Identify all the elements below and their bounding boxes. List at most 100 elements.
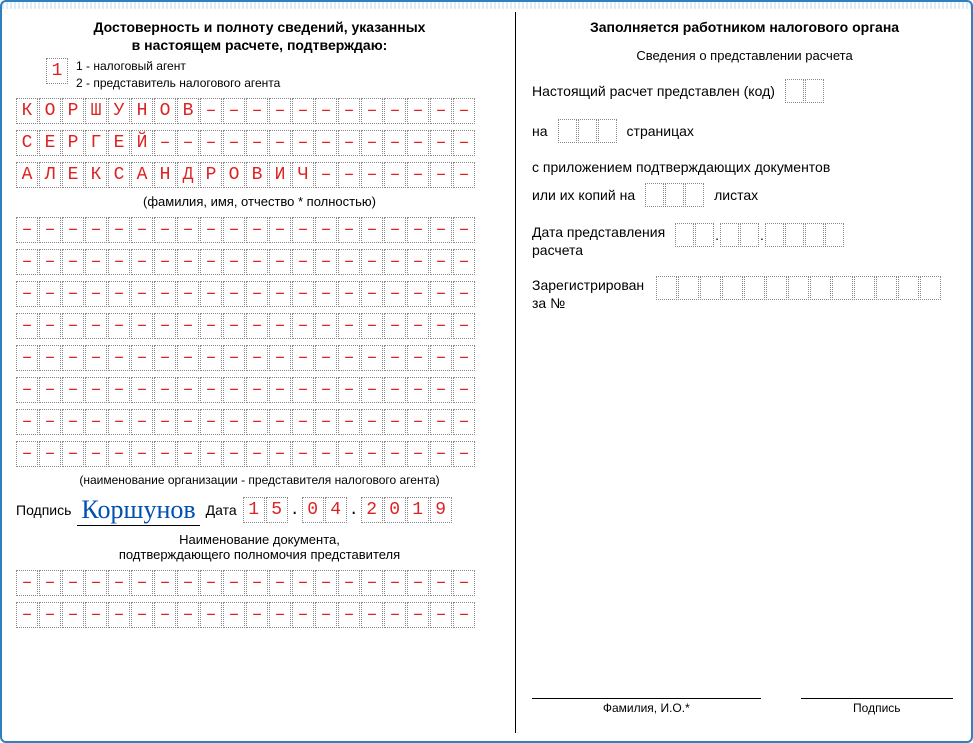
cell[interactable]: Г xyxy=(85,130,107,156)
cell[interactable]: – xyxy=(177,377,199,403)
cell[interactable]: – xyxy=(154,130,176,156)
cell[interactable]: О xyxy=(223,162,245,188)
cell[interactable]: – xyxy=(338,249,360,275)
cell[interactable]: – xyxy=(39,217,61,243)
cell[interactable]: – xyxy=(361,570,383,596)
date-cell[interactable]: 4 xyxy=(325,497,347,523)
cell[interactable]: – xyxy=(315,570,337,596)
agent-code-cell[interactable]: 1 xyxy=(46,58,68,84)
cell[interactable]: – xyxy=(338,217,360,243)
cell[interactable]: – xyxy=(246,313,268,339)
cell[interactable]: – xyxy=(453,602,475,628)
cell[interactable]: – xyxy=(200,98,222,124)
cell[interactable]: Ш xyxy=(85,98,107,124)
cell[interactable] xyxy=(700,276,721,300)
cell[interactable]: – xyxy=(177,130,199,156)
cell[interactable]: – xyxy=(200,409,222,435)
cell[interactable]: – xyxy=(200,345,222,371)
cell[interactable]: – xyxy=(430,313,452,339)
cell[interactable]: – xyxy=(315,441,337,467)
cell[interactable]: – xyxy=(246,602,268,628)
cell-row[interactable]: –––––––––––––––––––– xyxy=(16,570,503,596)
cell[interactable]: Н xyxy=(154,162,176,188)
cell[interactable]: – xyxy=(384,313,406,339)
cell[interactable]: – xyxy=(62,217,84,243)
cell[interactable] xyxy=(810,276,831,300)
cell[interactable]: – xyxy=(131,345,153,371)
cell[interactable]: – xyxy=(85,281,107,307)
cell[interactable]: – xyxy=(108,441,130,467)
cell[interactable]: – xyxy=(62,602,84,628)
cell[interactable] xyxy=(898,276,919,300)
cell[interactable] xyxy=(740,223,759,247)
cell[interactable]: – xyxy=(131,570,153,596)
cell[interactable]: – xyxy=(269,313,291,339)
cell[interactable]: – xyxy=(338,602,360,628)
cell[interactable]: – xyxy=(108,249,130,275)
cell[interactable]: – xyxy=(131,249,153,275)
cell[interactable]: – xyxy=(384,249,406,275)
cell[interactable]: – xyxy=(39,249,61,275)
cell[interactable]: В xyxy=(177,98,199,124)
cell[interactable]: – xyxy=(200,570,222,596)
cell[interactable]: – xyxy=(269,98,291,124)
cell[interactable]: – xyxy=(430,345,452,371)
cell[interactable] xyxy=(825,223,844,247)
cell-row[interactable]: –––––––––––––––––––– xyxy=(16,249,503,275)
cell[interactable]: – xyxy=(16,570,38,596)
cell[interactable]: Д xyxy=(177,162,199,188)
cell[interactable] xyxy=(720,223,739,247)
cell[interactable]: – xyxy=(338,409,360,435)
cell[interactable]: – xyxy=(361,441,383,467)
cell[interactable]: – xyxy=(62,409,84,435)
cell[interactable]: – xyxy=(200,217,222,243)
cell[interactable]: – xyxy=(108,409,130,435)
cell[interactable]: – xyxy=(384,409,406,435)
cell[interactable]: – xyxy=(85,377,107,403)
cell[interactable]: – xyxy=(292,281,314,307)
cell[interactable]: – xyxy=(292,313,314,339)
cell[interactable]: – xyxy=(223,313,245,339)
cell[interactable]: – xyxy=(108,377,130,403)
row-pages-cells[interactable] xyxy=(558,119,617,143)
cell[interactable]: – xyxy=(62,441,84,467)
cell[interactable]: – xyxy=(315,345,337,371)
cell[interactable]: – xyxy=(246,570,268,596)
cell[interactable]: – xyxy=(407,409,429,435)
cell[interactable]: – xyxy=(361,345,383,371)
cell[interactable]: – xyxy=(131,409,153,435)
cell[interactable]: – xyxy=(154,313,176,339)
cell[interactable]: – xyxy=(338,570,360,596)
cell[interactable]: – xyxy=(407,441,429,467)
cell[interactable]: – xyxy=(154,409,176,435)
cell[interactable]: – xyxy=(85,249,107,275)
cell[interactable]: – xyxy=(338,162,360,188)
cell[interactable]: Ч xyxy=(292,162,314,188)
cell[interactable]: – xyxy=(223,570,245,596)
cell[interactable] xyxy=(598,119,617,143)
cell[interactable] xyxy=(765,223,784,247)
cell[interactable]: – xyxy=(269,281,291,307)
cell-row[interactable]: –––––––––––––––––––– xyxy=(16,377,503,403)
cell[interactable]: – xyxy=(200,377,222,403)
cell[interactable]: – xyxy=(338,98,360,124)
cell[interactable] xyxy=(785,79,804,103)
cell[interactable] xyxy=(685,183,704,207)
cell[interactable]: – xyxy=(361,281,383,307)
cell[interactable]: – xyxy=(338,345,360,371)
cell[interactable]: – xyxy=(223,377,245,403)
cell[interactable] xyxy=(722,276,743,300)
cell[interactable]: – xyxy=(269,377,291,403)
cell[interactable]: – xyxy=(407,313,429,339)
cell[interactable]: – xyxy=(223,602,245,628)
cell[interactable]: – xyxy=(315,217,337,243)
cell[interactable]: – xyxy=(62,249,84,275)
cell[interactable]: – xyxy=(177,602,199,628)
cell[interactable]: – xyxy=(246,409,268,435)
row-attach-cells[interactable] xyxy=(645,183,704,207)
cell[interactable]: – xyxy=(315,98,337,124)
cell[interactable]: Р xyxy=(200,162,222,188)
cell[interactable]: – xyxy=(85,313,107,339)
cell[interactable]: – xyxy=(246,98,268,124)
cell[interactable] xyxy=(656,276,677,300)
